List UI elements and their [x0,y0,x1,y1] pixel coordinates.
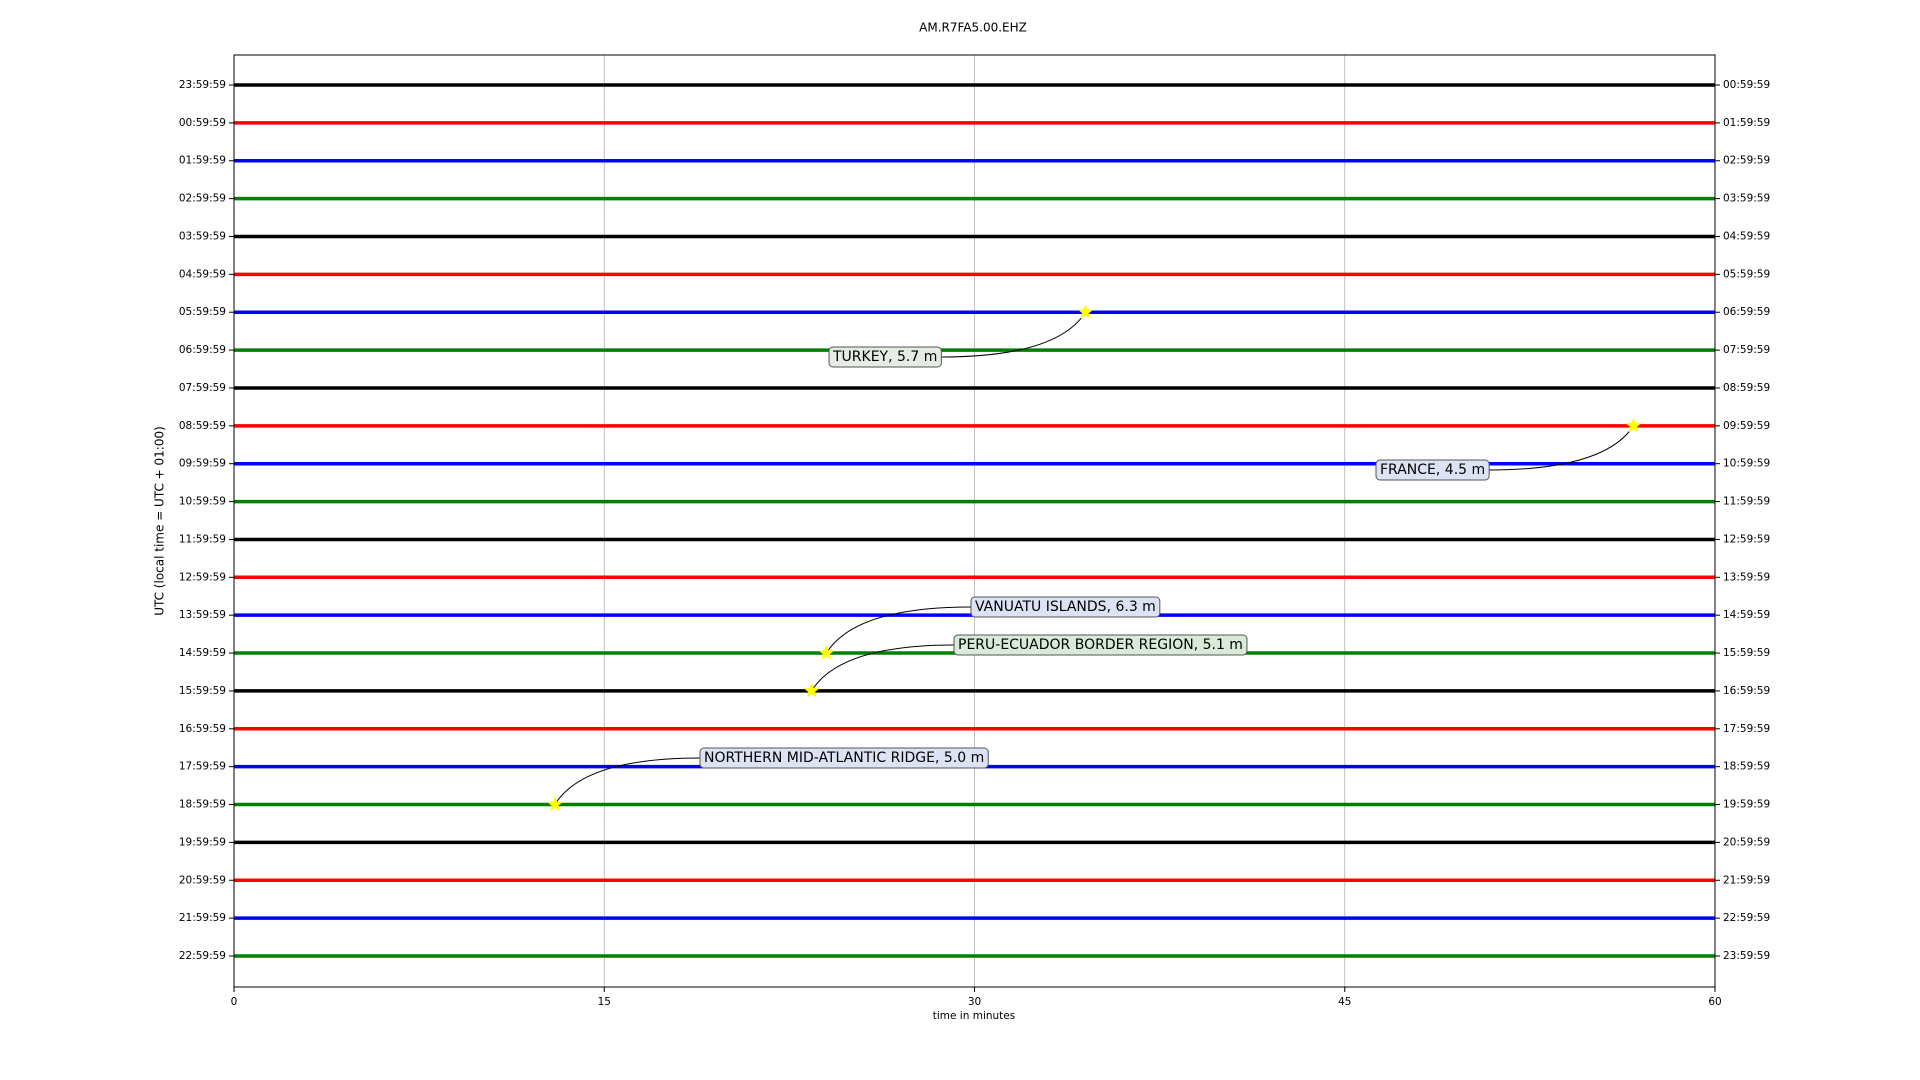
y-tick-label: 21:59:59 [179,912,226,924]
event-connector [554,757,701,805]
y-tick-label: 23:59:59 [179,79,226,91]
y-tick-label: 07:59:59 [179,382,226,394]
y2-tick-label: 04:59:59 [1723,230,1770,242]
y-tick-label: 20:59:59 [179,874,226,886]
x-tick-label: 60 [1708,996,1721,1008]
y-tick-label: 22:59:59 [179,950,226,962]
events: TURKEY, 5.7 m FRANCE, 4.5 m VANUATU ISLAND… [547,304,1642,811]
x-axis-label: time in minutes [933,1010,1015,1022]
event-label: NORTHERN MID-ATLANTIC RIDGE, 5.0 m [704,750,984,766]
y-tick-label: 05:59:59 [179,306,226,318]
grid [233,55,1716,987]
y2-tick-label: 15:59:59 [1723,647,1770,659]
event-box [828,346,942,368]
y2-tick-label: 12:59:59 [1723,533,1770,545]
y-tick-label: 17:59:59 [179,761,226,773]
event-connector [825,606,972,654]
y2-tick-label: 11:59:59 [1723,496,1770,508]
y2-tick-label: 01:59:59 [1723,117,1770,129]
x-tick-label: 45 [1338,996,1351,1008]
y-tick-label: 09:59:59 [179,458,226,470]
y-tick-label: 12:59:59 [179,571,226,583]
y2-tick-label: 10:59:59 [1723,458,1770,470]
event-label: TURKEY, 5.7 m [832,349,937,365]
x-tick-label: 15 [598,996,611,1008]
y2-tick-label: 21:59:59 [1723,874,1770,886]
x-tick-label: 0 [231,996,238,1008]
y-tick-label: 19:59:59 [179,836,226,848]
event-box [1375,459,1490,481]
event-label: FRANCE, 4.5 m [1380,462,1485,478]
y-tick-label: 01:59:59 [179,155,226,167]
y2-tick-label: 02:59:59 [1723,155,1770,167]
y-tick-label: 08:59:59 [179,420,226,432]
y2-tick-label: 17:59:59 [1723,723,1770,735]
y2-tick-label: 23:59:59 [1723,950,1770,962]
y2-tick-label: 16:59:59 [1723,685,1770,697]
event-marker [1625,417,1642,433]
chart-title: AM.R7FA5.00.EHZ [919,21,1027,35]
event-connector [941,311,1086,358]
y-tick-label: 13:59:59 [179,609,226,621]
event-marker [804,682,820,698]
y-tick-label: 11:59:59 [179,533,226,545]
y2-tick-label: 06:59:59 [1723,306,1770,318]
y2-tick-label: 19:59:59 [1723,799,1770,811]
y-tick-label: 14:59:59 [179,647,226,659]
y2-tick-label: 07:59:59 [1723,344,1770,356]
y2-tick-label: 22:59:59 [1723,912,1770,924]
plot-frame [233,54,1716,988]
event: VANUATU ISLANDS, 6.3 m [818,596,1161,660]
y-tick-label: 06:59:59 [179,344,226,356]
y2-tick-label: 08:59:59 [1723,382,1770,394]
event-box [970,596,1161,618]
y-tick-label: 16:59:59 [179,723,226,735]
event-label: PERU-ECUADOR BORDER REGION, 5.1 m [958,637,1243,653]
y-tick-label: 15:59:59 [179,685,226,697]
y-tick-label: 03:59:59 [179,230,226,242]
event-label: VANUATU ISLANDS, 6.3 m [975,599,1156,615]
event: FRANCE, 4.5 m [1375,417,1642,481]
y2-tick-label: 03:59:59 [1723,193,1770,205]
event: TURKEY, 5.7 m [828,304,1094,368]
y2-tick-label: 05:59:59 [1723,268,1770,280]
event-marker [818,645,834,660]
event-box [953,634,1248,656]
y2-tick-label: 09:59:59 [1723,420,1770,432]
y2-tick-label: 20:59:59 [1723,836,1770,848]
y2-tick-label: 14:59:59 [1723,609,1770,621]
y-tick-label: 18:59:59 [179,799,226,811]
event: NORTHERN MID-ATLANTIC RIDGE, 5.0 m [547,747,989,811]
event: PERU-ECUADOR BORDER REGION, 5.1 m [804,634,1248,698]
event-marker [1078,304,1094,319]
y2-tick-label: 13:59:59 [1723,571,1770,583]
y2-tick-label: 00:59:59 [1723,79,1770,91]
traces [234,83,1715,958]
y-tick-label: 00:59:59 [179,117,226,129]
event-connector [811,644,955,692]
y-axis-label: UTC (local time = UTC + 01:00) [153,426,167,616]
y2-tick-label: 18:59:59 [1723,761,1770,773]
event-marker [547,796,563,811]
y-tick-label: 10:59:59 [179,496,226,508]
x-tick-label: 30 [968,996,981,1008]
y-tick-label: 02:59:59 [179,193,226,205]
axes: 0 15 30 45 60 23:59:59 00:59:59 00:59:59 01:59:5… [179,54,1770,1008]
event-connector [1489,425,1634,471]
event-box [699,747,989,769]
y-tick-label: 04:59:59 [179,268,226,280]
